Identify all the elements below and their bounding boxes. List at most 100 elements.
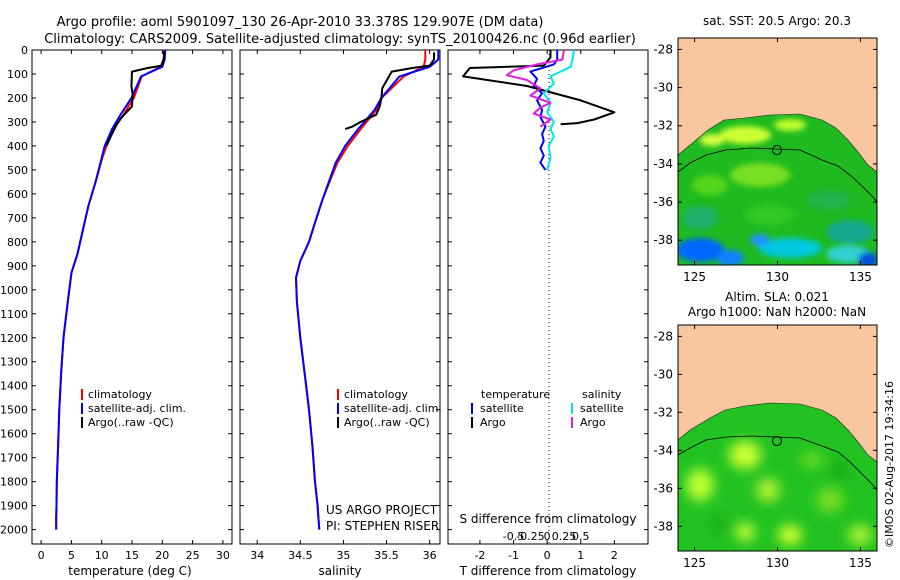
salinity-plot-frame [239,49,441,545]
x-tick-label: 0 [38,549,45,562]
series-line-2 [542,49,576,171]
salinity-xlabel: salinity [318,564,361,578]
x-tick-label: 5 [68,549,75,562]
map-y-tick-label: -38 [653,233,673,247]
difference-plot-frame [447,49,649,545]
x-tick-label: -1 [508,549,519,562]
y-tick-label: 400 [7,140,28,153]
s-tick-label: 0.25 [552,530,577,543]
legend-label: Argo [580,416,606,429]
map-x-tick-label: 125 [683,270,706,284]
y-tick-label: 1000 [0,284,28,297]
x-tick-label: 20 [155,549,169,562]
y-tick-label: 900 [7,260,28,273]
x-tick-label: -2 [474,549,485,562]
y-tick-label: 1600 [0,428,28,441]
series-line-2 [344,52,435,131]
figure-title-line2: Climatology: CARS2009. Satellite-adjuste… [44,32,636,47]
temperature-series [55,49,167,530]
sla-map-ticks: 125 130 135 -28 -30 -32 -34 -36 -38 [653,325,877,570]
x-tick-label: 35 [336,549,350,562]
temperature-ticks: 0100200300400500600700800900100011001200… [0,44,232,562]
map-y-tick-label: -38 [653,519,673,533]
series-line-1 [55,49,167,530]
sla-map-title-line2: Argo h1000: NaN h2000: NaN [688,305,866,319]
sla-map-panel: Altim. SLA: 0.021 Argo h1000: NaN h2000:… [653,290,878,570]
y-tick-label: 300 [7,116,28,129]
t-difference-label: T difference from climatology [459,564,637,578]
y-tick-label: 1200 [0,332,28,345]
y-tick-label: 600 [7,188,28,201]
series-line-1 [295,50,440,530]
x-tick-label: 34 [250,549,264,562]
map-y-tick-label: -34 [653,157,673,171]
temperature-plot-frame [31,49,233,545]
s-tick-label: 0 [544,530,551,543]
y-tick-label: 1900 [0,500,28,513]
legend-label: climatology [344,388,408,401]
map-y-tick-label: -32 [653,405,673,419]
legend-label: satellite-adj. clim. [344,402,442,415]
sst-map-panel: sat. SST: 20.5 Argo: 20.3 [653,14,878,284]
y-tick-label: 1100 [0,308,28,321]
x-tick-label: 35.5 [374,549,399,562]
map-y-tick-label: -30 [653,81,673,95]
legend-header: temperature [481,388,550,401]
series-line-3 [505,49,565,128]
sst-map-field [678,38,877,265]
x-tick-label: 1 [577,549,584,562]
x-tick-label: 30 [216,549,230,562]
temperature-xlabel: temperature (deg C) [68,564,191,578]
y-tick-label: 2000 [0,524,28,537]
y-tick-label: 800 [7,236,28,249]
map-y-tick-label: -36 [653,481,673,495]
difference-legend: temperature salinitysatelliteArgosatellit… [471,388,624,429]
x-tick-label: 10 [95,549,109,562]
y-tick-label: 500 [7,164,28,177]
temperature-panel: 0100200300400500600700800900100011001200… [0,44,233,578]
salinity-panel: 34 34.5 35 35.5 36 salinity climatologysatel… [239,49,442,578]
map-y-tick-label: -34 [653,443,673,457]
y-tick-label: 1300 [0,356,28,369]
series-line-0 [529,50,559,171]
legend-label: Argo [480,416,506,429]
y-tick-label: 1800 [0,476,28,489]
legend-label: climatology [88,388,152,401]
difference-panel: -2 -1 0 1 2 -0.5-0.25 0 0.250.5 S difference fr… [447,49,649,578]
sla-argo-marker [772,436,782,446]
map-y-tick-label: -30 [653,367,673,381]
legend-label: Argo(..raw -QC) [344,416,430,429]
x-tick-label: 34.5 [288,549,313,562]
x-tick-label: 25 [186,549,200,562]
y-tick-label: 200 [7,92,28,105]
sst-map-ticks: 125 130 135 -28 -30 -32 -34 -36 -38 [653,38,877,284]
salinity-ticks: 34 34.5 35 35.5 36 [240,49,440,562]
pi-annotation: PI: STEPHEN RISER [326,519,439,533]
map-x-tick-label: 130 [766,270,789,284]
x-tick-label: 15 [125,549,139,562]
sla-map-field [678,325,877,551]
legend-label: satellite-adj. clim. [88,402,186,415]
series-line-0 [55,49,166,530]
legend-label: Argo(..raw -QC) [88,416,174,429]
sla-map-title-line1: Altim. SLA: 0.021 [725,290,829,304]
x-tick-label: 2 [611,549,618,562]
imos-credit: ©IMOS 02-Aug-2017 19:34:16 [883,381,896,548]
legend-header: salinity [582,388,622,401]
y-tick-label: 700 [7,212,28,225]
legend-label: satellite [480,402,524,415]
map-x-tick-label: 135 [849,270,872,284]
legend-label: satellite [580,402,624,415]
map-x-tick-label: 130 [766,556,789,570]
map-y-tick-label: -28 [653,42,673,56]
map-x-tick-label: 125 [683,556,706,570]
project-annotation: US ARGO PROJECT [326,503,438,517]
map-y-tick-label: -36 [653,195,673,209]
y-tick-label: 0 [21,44,28,57]
series-line-2 [105,51,166,147]
map-x-tick-label: 135 [849,556,872,570]
salinity-series [295,50,440,530]
figure-title-line1: Argo profile: aoml 5901097_130 26-Apr-20… [57,15,544,30]
